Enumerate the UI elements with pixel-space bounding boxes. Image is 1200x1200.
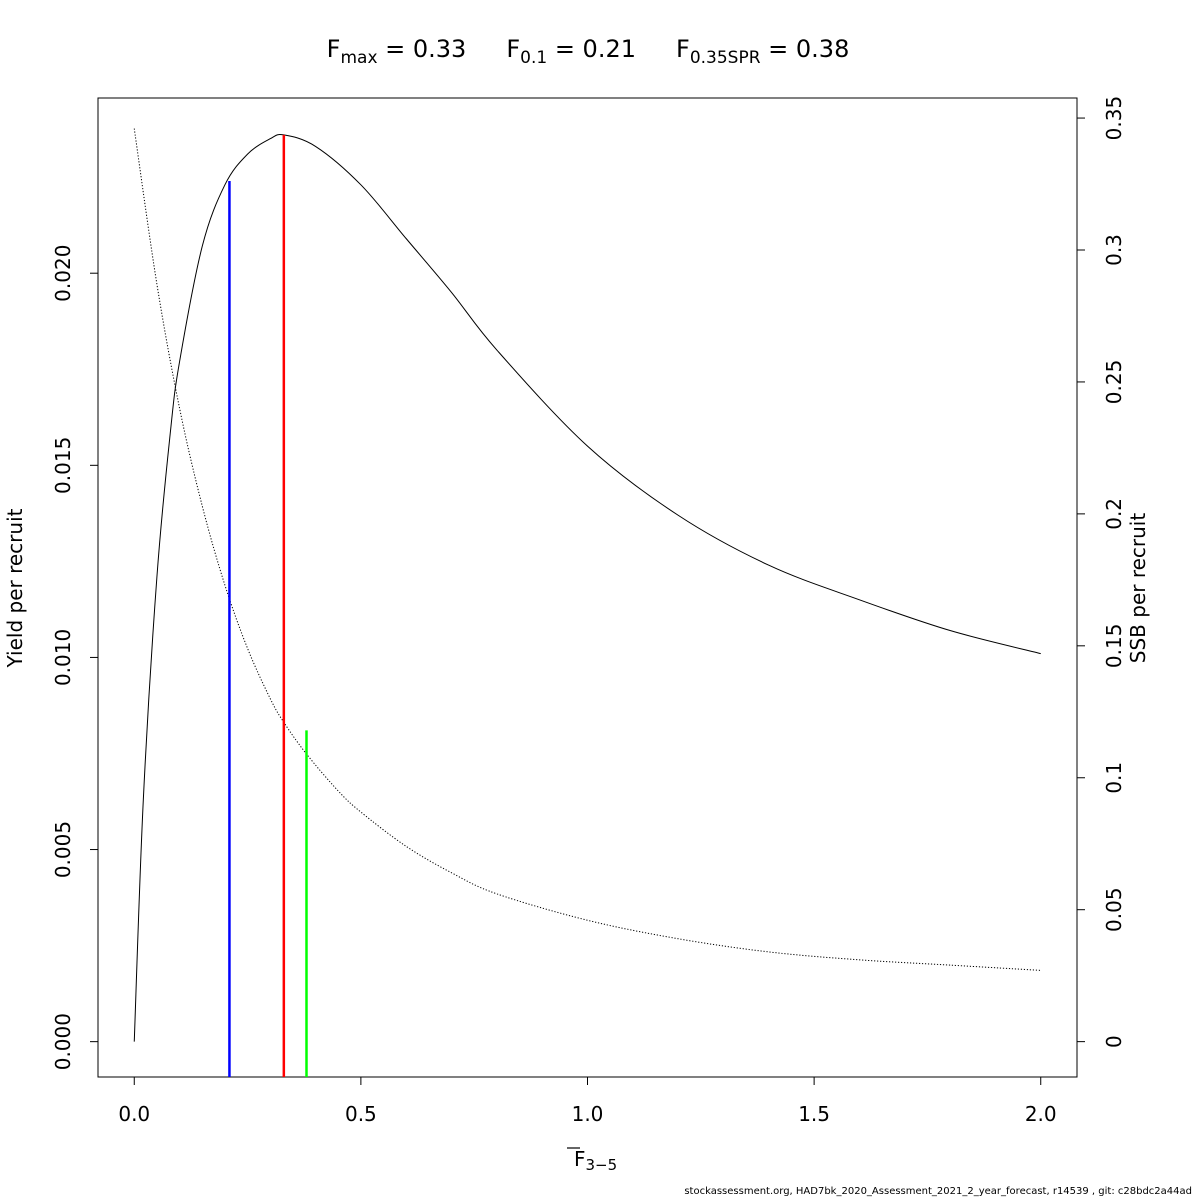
x-axis-label-base: F [574, 1147, 586, 1171]
y-left-axis: 0.000 0.005 0.010 0.015 0.020 [51, 245, 99, 1070]
chart-title-text: Fmax = 0.33 F0.1 = 0.21 F0.35SPR = 0.38 [327, 35, 850, 68]
chart-title: Fmax = 0.33 F0.1 = 0.21 F0.35SPR = 0.38 [327, 35, 850, 68]
ssb-per-recruit-line [133, 128, 1041, 971]
y-left-axis-label: Yield per recruit [3, 508, 27, 668]
title-part-1-sub: max [340, 48, 377, 68]
y-right-axis-label: SSB per recruit [1126, 513, 1150, 664]
y-right-tick-label: 0.2 [1102, 498, 1126, 530]
x-tick-label: 1.0 [572, 1102, 604, 1126]
title-part-2-base: F [506, 35, 520, 63]
y-right-tick-label: 0.35 [1102, 96, 1126, 141]
y-right-tick-label: 0.1 [1102, 762, 1126, 794]
y-right-tick-label: 0.25 [1102, 360, 1126, 405]
y-right-tick-label: 0.05 [1102, 887, 1126, 932]
y-left-tick-label: 0.005 [51, 821, 75, 878]
x-axis-label: F3−5 [567, 1147, 617, 1174]
x-tick-label: 2.0 [1025, 1102, 1057, 1126]
series-group [133, 128, 1041, 1042]
x-tick-label: 0.5 [345, 1102, 377, 1126]
y-right-axis: 0 0.05 0.1 0.15 0.2 0.25 0.3 0.35 [1076, 96, 1126, 1048]
title-part-2-sub: 0.1 [520, 48, 547, 68]
title-part-3-value: = 0.38 [761, 35, 850, 63]
y-left-tick-label: 0.020 [51, 245, 75, 302]
reference-lines [228, 134, 308, 1077]
y-left-tick-label: 0.015 [51, 437, 75, 494]
y-right-tick-label: 0 [1102, 1035, 1126, 1048]
title-part-1-value: = 0.33 [378, 35, 467, 63]
y-left-tick-label: 0.000 [51, 1013, 75, 1070]
yield-per-recruit-line [133, 133, 1041, 1042]
footer-source: stockassessment.org, HAD7bk_2020_Assessm… [684, 1186, 1192, 1197]
x-axis-label-sub: 3−5 [586, 1156, 618, 1174]
title-part-3-base: F [676, 35, 690, 63]
y-right-tick-label: 0.3 [1102, 234, 1126, 266]
title-part-1-base: F [327, 35, 341, 63]
x-axis: 0.0 0.5 1.0 1.5 2.0 [118, 1076, 1057, 1126]
y-left-tick-label: 0.010 [51, 629, 75, 686]
title-part-2-value: = 0.21 [547, 35, 636, 63]
x-tick-label: 1.5 [798, 1102, 830, 1126]
x-axis-label-text: F3−5 [574, 1147, 617, 1174]
y-right-tick-label: 0.15 [1102, 624, 1126, 669]
x-tick-label: 0.0 [118, 1102, 150, 1126]
title-part-3-sub: 0.35SPR [690, 48, 761, 68]
plot-frame [97, 97, 1078, 1078]
